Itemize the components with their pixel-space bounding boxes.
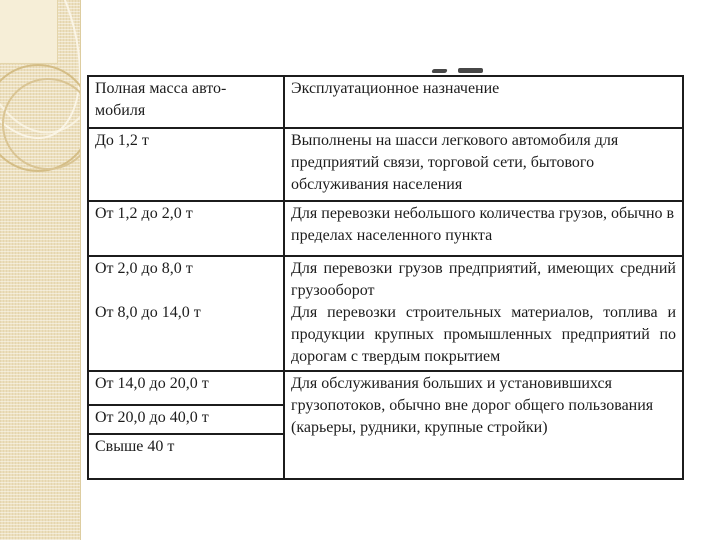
header-cell-purpose: Эксплуатационное назначение: [283, 75, 684, 129]
purpose-cell-rowspan: Для обслуживания больших и установившихс…: [283, 370, 684, 480]
purpose-paragraph: Для перевозки строительных материалов, т…: [291, 304, 676, 365]
table-row: До 1,2 т Выполнены на шасси легкового ав…: [87, 127, 684, 202]
table-row: От 1,2 до 2,0 т Для перевозки небольшого…: [87, 200, 684, 257]
mass-range-cell: От 14,0 до 20,0 т: [87, 370, 285, 406]
mass-range-label: От 2,0 до 8,0 т: [95, 260, 193, 277]
decorative-ring: [2, 78, 80, 170]
table-row: От 20,0 до 40,0 т: [87, 404, 683, 435]
purpose-cell: Для перевозки небольшого количества груз…: [283, 200, 684, 257]
vehicle-mass-purpose-table: Полная масса авто- мобиля Эксплуатационн…: [87, 75, 684, 480]
clipped-title-fragment: [458, 68, 483, 73]
table-row: Свыше 40 т: [87, 433, 683, 480]
header-cell-mass: Полная масса авто- мобиля: [87, 75, 285, 129]
mass-range-cell: До 1,2 т: [87, 127, 285, 202]
mass-range-cell-merged: От 2,0 до 8,0 т От 8,0 до 14,0 т: [87, 255, 285, 372]
decorative-side-strip: [0, 0, 81, 540]
table-row: От 2,0 до 8,0 т От 8,0 до 14,0 т Для пер…: [87, 255, 684, 372]
table-header-row: Полная масса авто- мобиля Эксплуатационн…: [87, 75, 684, 129]
clipped-title-fragment: [431, 69, 448, 73]
mass-range-label: От 8,0 до 14,0 т: [95, 304, 201, 321]
purpose-cell: Выполнены на шасси легкового автомобиля …: [283, 127, 684, 202]
table-row: От 14,0 до 20,0 т Для обслуживания больш…: [87, 370, 684, 480]
decorative-ring: [0, 64, 80, 172]
purpose-paragraph: Для перевозки грузов предприятий, имеющи…: [291, 260, 676, 299]
mass-range-cell: Свыше 40 т: [87, 433, 285, 480]
purpose-cell-merged: Для перевозки грузов предприятий, имеющи…: [283, 255, 684, 372]
decorative-square: [0, 0, 58, 64]
mass-range-cell: От 20,0 до 40,0 т: [87, 404, 285, 435]
mass-range-cell: От 1,2 до 2,0 т: [87, 200, 285, 257]
